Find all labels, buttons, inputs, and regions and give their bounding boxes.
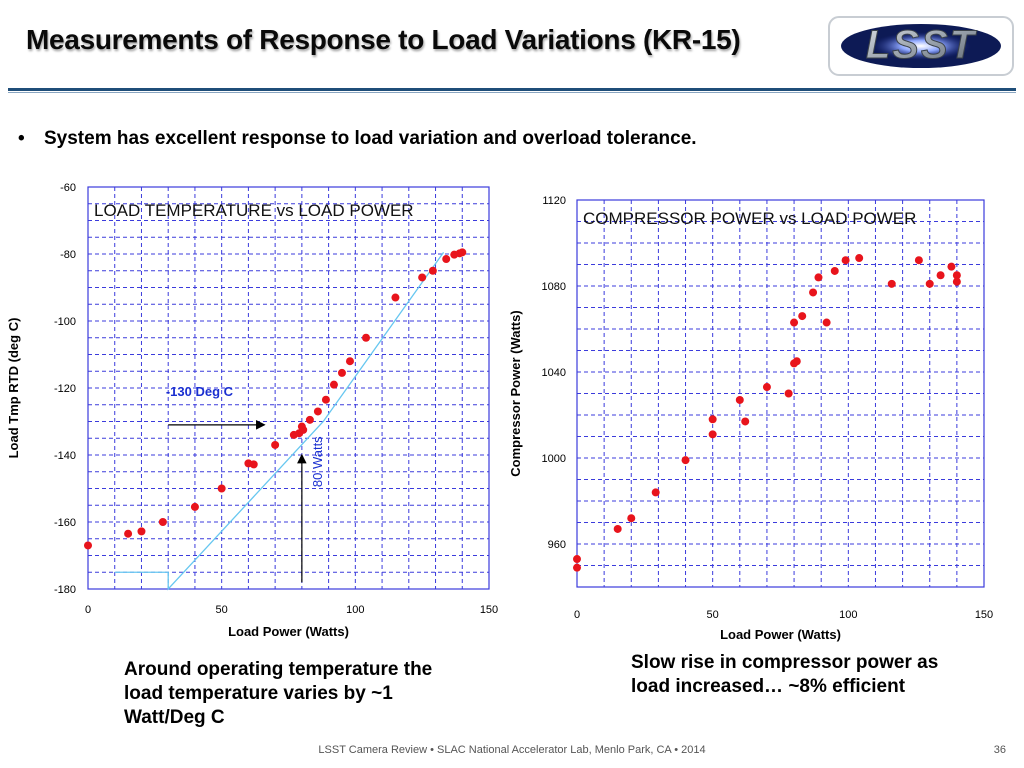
x-tick-label: 0 <box>85 604 91 616</box>
data-point <box>391 293 400 302</box>
y-axis-label: Compressor Power (Watts) <box>508 310 523 476</box>
data-point <box>708 430 717 439</box>
y-tick-label: -160 <box>54 517 76 529</box>
title-rule <box>8 88 1016 91</box>
data-point <box>442 255 451 264</box>
data-point <box>841 256 850 265</box>
x-tick-label: 0 <box>574 609 580 621</box>
data-point <box>345 357 354 366</box>
data-point <box>681 456 690 465</box>
fit-line <box>114 251 445 591</box>
data-point <box>305 415 314 424</box>
y-tick-label: -60 <box>60 182 76 194</box>
annotation-label: 80 Watts <box>310 436 325 487</box>
data-point <box>613 524 622 533</box>
data-point <box>321 395 330 404</box>
x-tick-label: 100 <box>839 609 857 621</box>
data-point <box>914 256 923 265</box>
chart-1: LOAD TEMPERATURE vs LOAD POWER -60 -80 -100… <box>6 182 498 639</box>
data-point <box>651 488 660 497</box>
caption-right: Slow rise in compressor power as load in… <box>631 652 939 697</box>
x-tick-label: 50 <box>216 604 228 616</box>
x-axis-label: Load Power (Watts) <box>720 627 841 642</box>
data-point <box>137 527 146 536</box>
bullet-text: System has excellent response to load va… <box>44 128 697 149</box>
svg-text:LSST: LSST <box>866 23 978 67</box>
chart-title: LOAD TEMPERATURE vs LOAD POWER <box>94 201 414 220</box>
y-tick-label: -180 <box>54 584 76 596</box>
data-point <box>798 312 807 321</box>
title-rule-thin <box>8 92 1016 93</box>
y-tick-label: 1080 <box>542 281 566 293</box>
y-tick-label: 1040 <box>542 367 566 379</box>
x-tick-label: 150 <box>975 609 993 621</box>
caption-left: Around operating temperature the load te… <box>124 659 433 728</box>
data-point <box>809 288 818 297</box>
data-point <box>855 254 864 263</box>
y-tick-label: -100 <box>54 316 76 328</box>
data-point <box>762 383 771 392</box>
data-point <box>822 318 831 327</box>
y-tick-label: -80 <box>60 249 76 261</box>
data-point <box>299 425 308 434</box>
page-number: 36 <box>993 744 1006 756</box>
data-point <box>418 273 427 282</box>
x-tick-label: 100 <box>346 604 364 616</box>
slide-title: Measurements of Response to Load Variati… <box>26 24 741 55</box>
data-point <box>925 279 934 288</box>
lsst-logo: LSST <box>828 16 1014 76</box>
data-point <box>84 541 92 550</box>
data-point <box>313 407 322 416</box>
x-axis-label: Load Power (Watts) <box>228 624 349 639</box>
data-point <box>814 273 823 282</box>
data-point <box>329 380 338 389</box>
y-tick-label: -140 <box>54 450 76 462</box>
data-point <box>158 518 167 526</box>
data-point <box>790 318 799 327</box>
chart-title: COMPRESSOR POWER vs LOAD POWER <box>583 209 916 228</box>
data-point <box>627 514 636 523</box>
data-point <box>362 333 371 342</box>
y-tick-label: 1120 <box>542 195 566 207</box>
data-point <box>792 357 801 366</box>
data-point <box>573 563 581 572</box>
data-point <box>830 266 839 275</box>
data-point <box>458 248 467 257</box>
y-axis-label: Load Tmp RTD (deg C) <box>6 318 21 459</box>
data-point <box>947 262 956 271</box>
data-point <box>124 529 133 538</box>
data-point <box>573 555 581 564</box>
data-point <box>735 395 744 404</box>
data-point <box>217 484 226 493</box>
data-point <box>190 502 199 511</box>
data-point <box>741 417 750 426</box>
data-point <box>784 389 793 398</box>
data-point <box>428 266 437 275</box>
data-point <box>952 277 961 286</box>
footer-text: LSST Camera Review • SLAC National Accel… <box>318 744 706 756</box>
data-point <box>271 440 280 449</box>
data-point <box>936 271 945 280</box>
data-point <box>249 460 258 469</box>
plot-frame <box>87 186 490 590</box>
data-point <box>337 368 346 377</box>
y-tick-label: 960 <box>548 539 566 551</box>
x-tick-label: 150 <box>480 604 498 616</box>
y-tick-label: -120 <box>54 383 76 395</box>
data-point <box>952 271 961 280</box>
chart-2: COMPRESSOR POWER vs LOAD POWER 1120 1080 10… <box>508 195 993 642</box>
bullet-point: • System has excellent response to load v… <box>18 128 697 150</box>
bullet-marker: • <box>18 128 25 149</box>
data-point <box>708 415 717 424</box>
data-point <box>887 279 896 288</box>
annotation-label: -130 Deg C <box>166 384 234 399</box>
plot-frame <box>576 199 985 588</box>
x-tick-label: 50 <box>707 609 719 621</box>
y-tick-label: 1000 <box>542 453 566 465</box>
